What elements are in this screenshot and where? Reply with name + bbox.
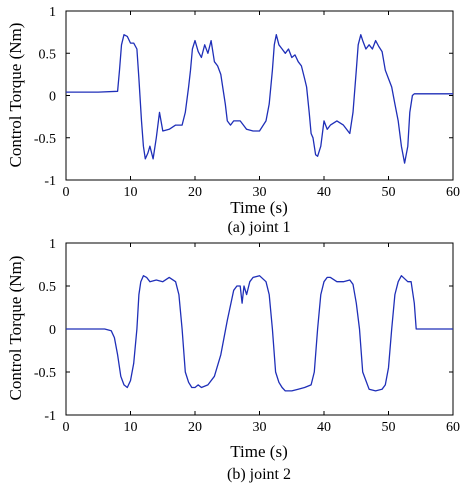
y-tick-label: -1 bbox=[44, 174, 56, 189]
axis-ticks: 0 10 20 30 40 50 60 1 0.5 0 -0.5 -1 bbox=[34, 237, 460, 435]
y-tick-label: 1 bbox=[49, 5, 56, 20]
x-tick-label: 0 bbox=[63, 185, 70, 200]
series-line-layer bbox=[66, 34, 453, 164]
y-tick-label: 0.5 bbox=[39, 280, 57, 295]
y-tick-label: 0 bbox=[49, 90, 56, 105]
x-tick-label: 40 bbox=[317, 185, 331, 200]
axis-ticks: 0 10 20 30 40 50 60 1 0.5 0 -0.5 -1 bbox=[34, 5, 460, 200]
y-tick-label: -1 bbox=[44, 409, 56, 424]
y-tick-label: 0 bbox=[49, 323, 56, 338]
x-tick-label: 30 bbox=[253, 420, 267, 435]
y-tick-label: 1 bbox=[49, 237, 56, 252]
x-tick-label: 40 bbox=[317, 420, 331, 435]
x-tick-label: 30 bbox=[253, 185, 267, 200]
x-tick-label: 10 bbox=[124, 420, 138, 435]
series-line bbox=[66, 34, 453, 164]
x-axis-label: Time (s) bbox=[230, 442, 287, 461]
x-tick-label: 0 bbox=[63, 420, 70, 435]
plot-frame bbox=[65, 242, 454, 416]
x-tick-label: 50 bbox=[382, 185, 396, 200]
chart-panel-joint-2: 0 10 20 30 40 50 60 1 0.5 0 -0.5 -1 Time (s) Contro… bbox=[6, 237, 460, 483]
subplot-caption: (b) joint 2 bbox=[227, 466, 291, 483]
y-tick-label: -0.5 bbox=[34, 366, 56, 381]
series-line bbox=[66, 275, 453, 392]
y-tick-label: 0.5 bbox=[39, 47, 57, 62]
x-tick-label: 20 bbox=[188, 420, 202, 435]
y-tick-label: -0.5 bbox=[34, 132, 56, 147]
x-tick-label: 20 bbox=[188, 185, 202, 200]
x-tick-label: 10 bbox=[124, 185, 138, 200]
y-axis-label: Control Torque (Nm) bbox=[6, 23, 25, 168]
y-axis-label: Control Torque (Nm) bbox=[6, 256, 25, 401]
x-axis-label: Time (s) bbox=[230, 198, 287, 217]
series-line-layer bbox=[66, 275, 453, 392]
x-tick-label: 60 bbox=[446, 420, 460, 435]
chart-panel-joint-1: 0 10 20 30 40 50 60 1 0.5 0 -0.5 -1 Time (s) Contro… bbox=[6, 5, 460, 236]
subplot-caption: (a) joint 1 bbox=[227, 219, 290, 236]
x-tick-label: 60 bbox=[446, 185, 460, 200]
x-tick-label: 50 bbox=[382, 420, 396, 435]
